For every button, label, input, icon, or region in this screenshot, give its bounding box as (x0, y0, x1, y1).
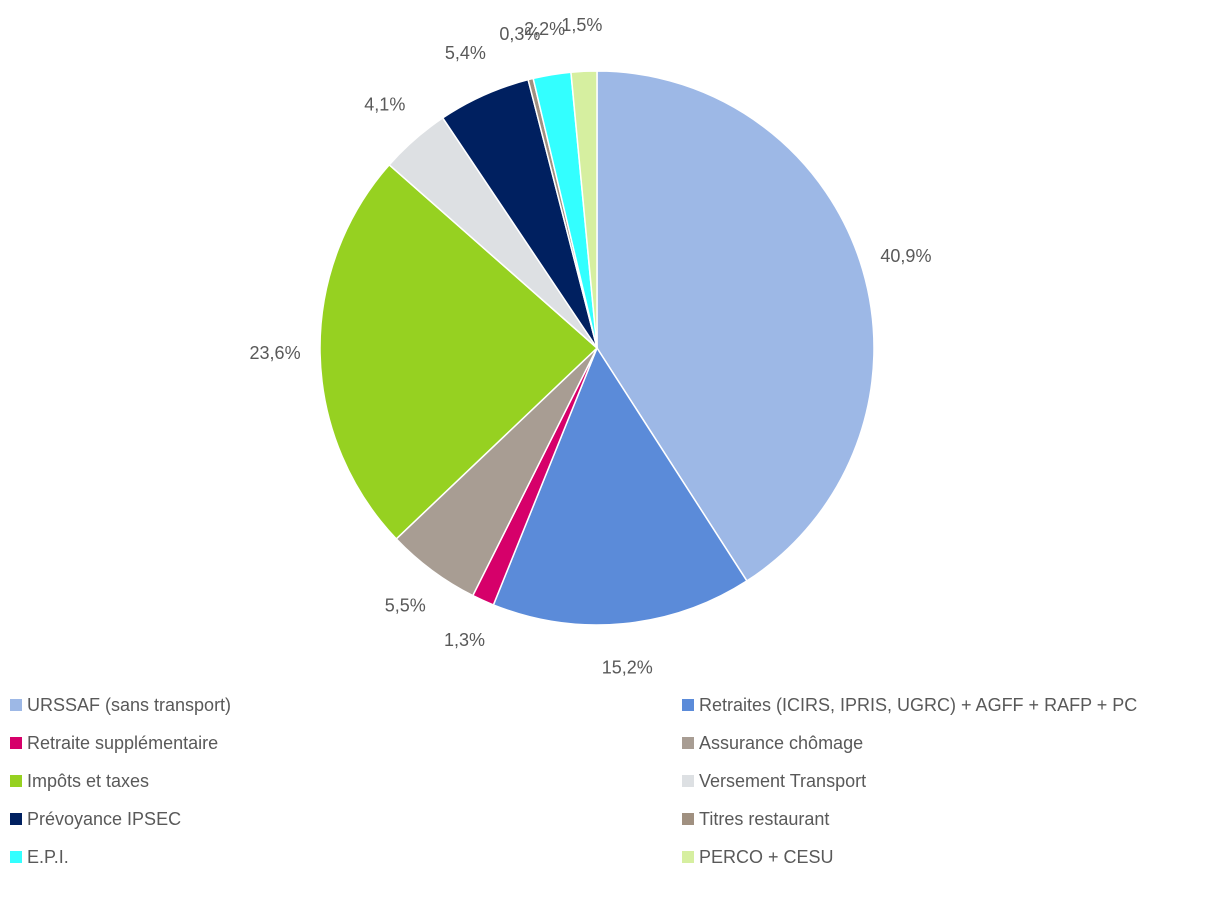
data-label: 1,5% (561, 15, 602, 35)
legend-swatch (10, 851, 22, 863)
data-label: 5,5% (385, 595, 426, 615)
legend-label: Assurance chômage (699, 733, 863, 753)
pie-slice (492, 346, 748, 626)
data-label: 0,3% (499, 24, 540, 44)
legend-swatch (10, 775, 22, 787)
pie-slice (596, 70, 875, 582)
legend-swatch (10, 813, 22, 825)
legend-label: URSSAF (sans transport) (27, 695, 231, 715)
data-label: 2,2% (524, 19, 565, 39)
legend-swatch (682, 813, 694, 825)
legend-swatch (682, 737, 694, 749)
legend-swatch (10, 699, 22, 711)
legend-swatch (10, 737, 22, 749)
legend-label: Titres restaurant (699, 809, 829, 829)
legend-label: Retraites (ICIRS, IPRIS, UGRC) + AGFF + … (699, 695, 1137, 715)
legend-label: Impôts et taxes (27, 771, 149, 791)
data-label: 15,2% (602, 657, 653, 677)
legend-swatch (682, 699, 694, 711)
legend-label: E.P.I. (27, 847, 69, 867)
data-label: 23,6% (250, 343, 301, 363)
legend-label: Retraite supplémentaire (27, 733, 218, 753)
data-label: 1,3% (444, 630, 485, 650)
legend-label: Versement Transport (699, 771, 866, 791)
pie-slice (570, 70, 598, 349)
legend-swatch (682, 851, 694, 863)
data-label: 40,9% (880, 246, 931, 266)
legend-label: PERCO + CESU (699, 847, 834, 867)
legend-swatch (682, 775, 694, 787)
data-label: 5,4% (445, 43, 486, 63)
pie-slice (319, 163, 599, 540)
data-label: 4,1% (364, 95, 405, 115)
legend-label: Prévoyance IPSEC (27, 809, 181, 829)
